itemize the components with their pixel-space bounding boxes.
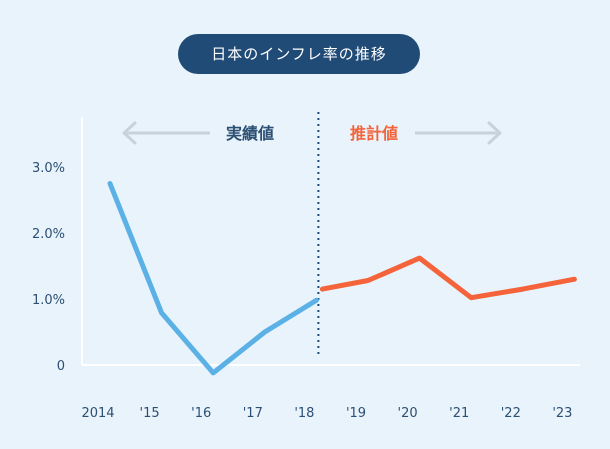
chart-title: 日本のインフレ率の推移 — [178, 34, 420, 74]
y-tick-label: 3.0% — [32, 161, 65, 176]
x-tick-label: '15 — [140, 406, 160, 421]
x-tick-label: '16 — [191, 406, 211, 421]
x-tick-label: '17 — [243, 406, 263, 421]
x-tick-label: '22 — [501, 406, 521, 421]
x-tick-label: '19 — [346, 406, 366, 421]
series-line-actual — [107, 181, 319, 376]
x-tick-label: 2014 — [81, 406, 114, 421]
x-tick-label: '18 — [294, 406, 314, 421]
y-tick-label: 2.0% — [32, 227, 65, 242]
y-axis-ticks: 0 1.0% 2.0% 3.0% — [32, 161, 65, 374]
series-lines — [107, 181, 577, 376]
x-axis-ticks: 2014 '15 '16 '17 '18 '19 '20 '21 '22 '23 — [81, 406, 572, 421]
left-arrow-icon — [122, 121, 137, 145]
forecast-period-label: 推計値 — [350, 124, 398, 143]
right-arrow-icon — [487, 121, 502, 145]
y-tick-label: 1.0% — [32, 293, 65, 308]
y-tick-label: 0 — [57, 359, 65, 374]
x-tick-label: '20 — [398, 406, 418, 421]
actual-period-label: 実績値 — [226, 124, 274, 143]
period-annotations: 実績値 推計値 — [122, 112, 502, 355]
axes — [81, 117, 580, 366]
series-line-forecast — [319, 255, 577, 301]
x-tick-label: '21 — [449, 406, 469, 421]
x-tick-label: '23 — [552, 406, 572, 421]
